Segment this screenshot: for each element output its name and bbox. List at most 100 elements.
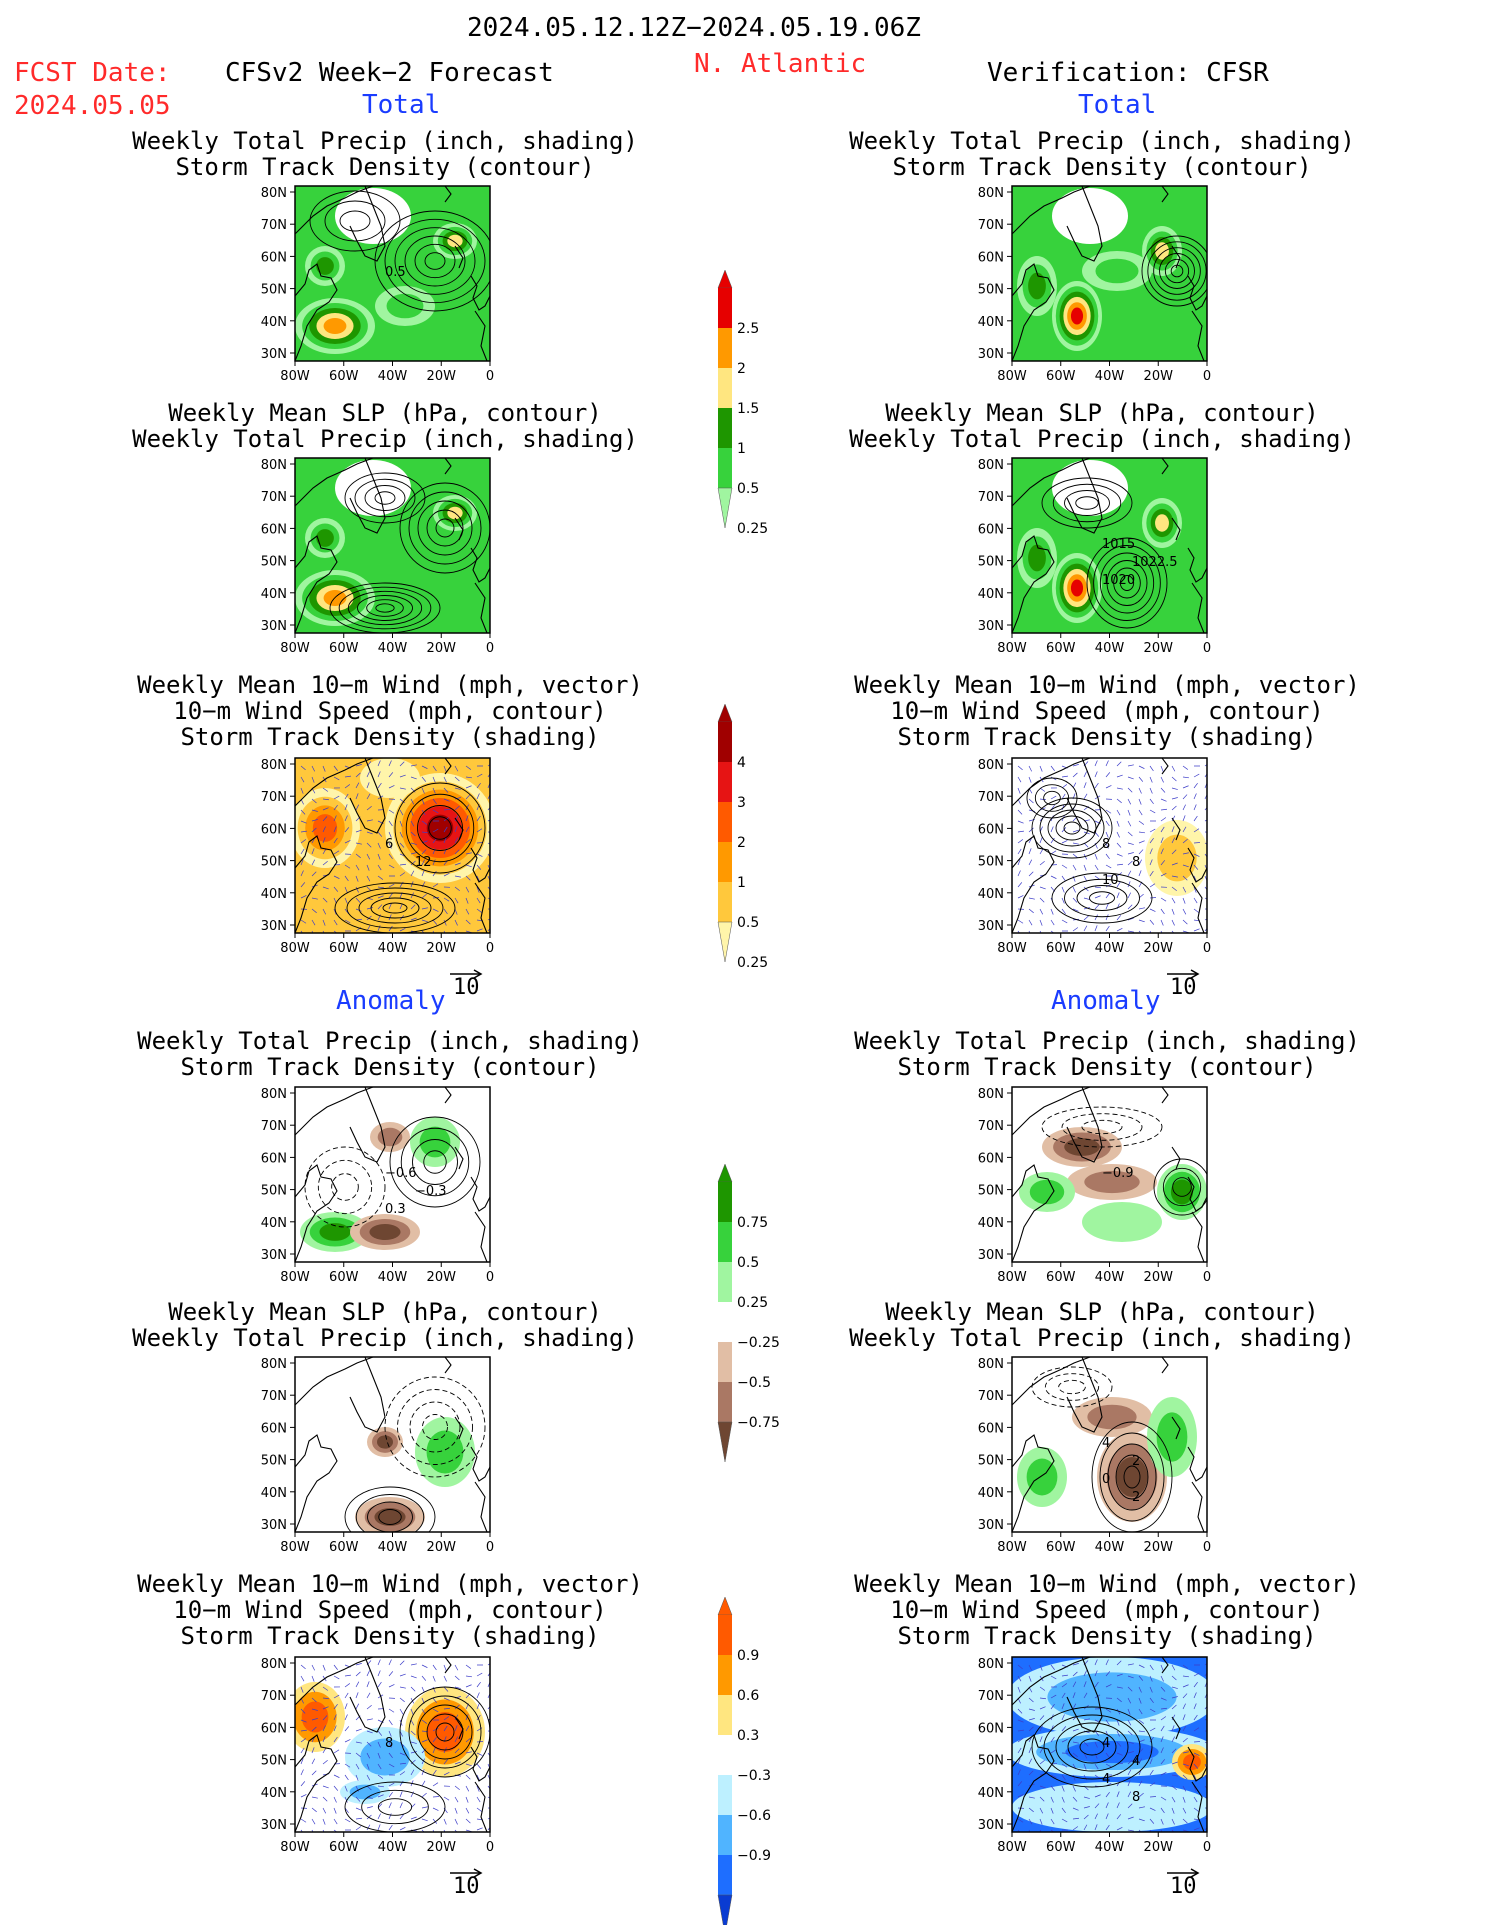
wind-vector (300, 1829, 303, 1832)
colorbar-bottom-arrow (717, 1421, 733, 1463)
coastline (444, 758, 452, 775)
wind-vector (1160, 1697, 1167, 1701)
wind-vector (366, 1824, 371, 1831)
colorbar-label: 0.6 (737, 1688, 759, 1704)
wind-vector (443, 919, 447, 926)
wind-vector (1127, 1769, 1132, 1776)
contour-line (1026, 777, 1078, 819)
wind-vector (432, 1818, 438, 1824)
lat-tick-label: 50N (978, 283, 1004, 298)
vector-ref-label-fc-total: 10 (453, 975, 480, 1000)
wind-vector (1193, 853, 1200, 857)
wind-vector (443, 908, 448, 915)
wind-vector (355, 1671, 361, 1677)
coastline (444, 458, 452, 475)
wind-vector (1017, 1729, 1024, 1732)
coastline (454, 1146, 464, 1170)
wind-vector (1193, 875, 1197, 882)
wind-vector (421, 1664, 428, 1668)
wind-vector (443, 1796, 450, 1801)
contour-line-dashed (1044, 1373, 1100, 1401)
coastline (474, 882, 488, 933)
wind-vector (355, 853, 361, 859)
colorbar-bottom-arrow (717, 1894, 733, 1925)
wind-vector (377, 1741, 381, 1748)
wind-vector (322, 807, 329, 811)
wind-vector (1138, 840, 1145, 844)
wind-vector (421, 1739, 428, 1743)
wind-vector (476, 1774, 480, 1781)
contour-label: 4 (1102, 1436, 1110, 1451)
title-fc-anom-precip: Weekly Total Precip (inch, shading) Stor… (137, 1027, 643, 1081)
wind-vector (1116, 928, 1123, 932)
wind-vector (1116, 761, 1122, 767)
coastline (1066, 186, 1103, 262)
wind-vector (1182, 1807, 1187, 1814)
wind-vector (366, 819, 373, 822)
wind-vector (300, 1719, 307, 1723)
wind-vector (1094, 1763, 1099, 1770)
wind-vector (410, 787, 416, 793)
contour-line (1172, 1177, 1192, 1197)
lon-tick-label: 0 (486, 641, 494, 656)
wind-vector (322, 1664, 326, 1671)
lat-tick-label: 70N (261, 1119, 287, 1134)
map-field (295, 1357, 490, 1532)
wind-vector (410, 852, 417, 855)
wind-vector (333, 837, 338, 844)
contour-line (423, 1150, 447, 1174)
coastline (1187, 1176, 1207, 1212)
wind-vector (410, 904, 416, 910)
coastline (1066, 758, 1103, 834)
wind-vector (1028, 1807, 1034, 1813)
wind-vector (344, 1726, 350, 1732)
colorbar-label: 1.5 (737, 401, 759, 417)
wind-vector (1116, 1791, 1120, 1798)
wind-vector (1116, 787, 1123, 790)
wind-vector (1127, 1816, 1134, 1820)
lat-tick-label: 30N (978, 919, 1004, 934)
contour-label: 0 (1102, 1472, 1110, 1487)
wind-vector (1116, 881, 1121, 888)
wind-vector (322, 848, 327, 855)
colorbar-top-arrow (717, 1596, 733, 1616)
wind-vector (465, 1664, 472, 1669)
lon-tick-label: 60W (329, 1840, 359, 1855)
title-vr-total-slp: Weekly Mean SLP (hPa, contour) Weekly To… (849, 399, 1355, 453)
lat-tick-label: 50N (261, 1754, 287, 1769)
wind-vector (1149, 930, 1152, 933)
wind-vector (443, 1707, 450, 1710)
wind-vector (399, 1673, 406, 1677)
wind-vector (388, 842, 392, 849)
lat-tick-label: 60N (978, 522, 1004, 537)
wind-vector (1094, 1670, 1098, 1677)
wind-vector (1072, 927, 1079, 932)
wind-vector (432, 1782, 439, 1787)
wind-vector (410, 1675, 417, 1679)
lon-tick-label: 60W (329, 641, 359, 656)
wind-vector (399, 761, 405, 767)
greenland-dry (1052, 460, 1128, 516)
wind-vector (1160, 919, 1164, 926)
colorbar-swatch (718, 1775, 732, 1815)
wind-vector (388, 772, 394, 778)
contour-line (357, 595, 413, 621)
wind-vector (1127, 1686, 1133, 1692)
shade-blob (1087, 1404, 1137, 1430)
wind-vector (1072, 1826, 1079, 1831)
wind-vector (1072, 853, 1078, 859)
wind-vector (1017, 895, 1024, 899)
wind-vector (322, 930, 325, 933)
contour-line-dashed (422, 1414, 448, 1440)
wind-vector (311, 1770, 317, 1776)
wind-vector (1160, 837, 1164, 844)
wind-vector (1182, 1714, 1186, 1721)
wind-vector (465, 864, 472, 868)
contour-label: 12 (415, 855, 432, 870)
wind-vector (1116, 1802, 1120, 1809)
colorbar-bottom-arrow (717, 921, 733, 963)
shade-blob (426, 1430, 464, 1474)
map-vr-total-precip: 80N 70N 60N 50N 40N 30N 80W 60W 40W 20W 0 (978, 185, 1211, 384)
wind-vector (1182, 1693, 1188, 1699)
wind-vector (1028, 859, 1033, 866)
